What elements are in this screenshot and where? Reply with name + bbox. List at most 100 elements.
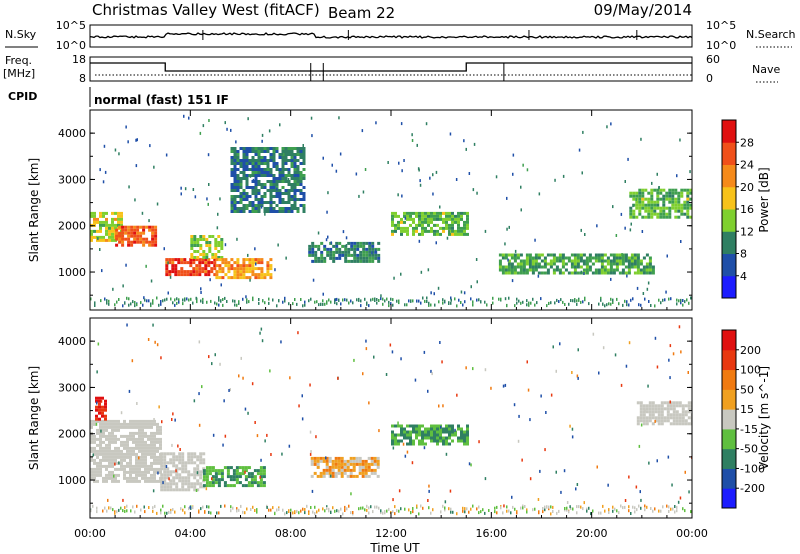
heatmap-cell [251, 168, 255, 171]
heatmap-cell [288, 302, 290, 306]
heatmap-cell [90, 458, 93, 462]
heatmap-cell [406, 303, 408, 307]
heatmap-cell [465, 147, 467, 151]
heatmap-cell [132, 470, 135, 474]
heatmap-cell [503, 504, 505, 508]
heatmap-cell [123, 473, 126, 477]
heatmap-cell [141, 473, 144, 477]
heatmap-cell [639, 401, 643, 405]
heatmap-cell [196, 471, 199, 475]
heatmap-cell [90, 229, 93, 233]
colorbar-tick-label: 15 [740, 403, 754, 416]
heatmap-cell [368, 506, 370, 510]
heatmap-cell [400, 430, 403, 434]
heatmap-cell [370, 505, 372, 509]
heatmap-cell [263, 174, 267, 177]
heatmap-cell [400, 232, 403, 236]
heatmap-cell [317, 247, 321, 251]
heatmap-cell [418, 211, 421, 215]
heatmap-cell [190, 247, 194, 250]
heatmap-cell [205, 469, 209, 473]
heatmap-cell [582, 262, 586, 266]
heatmap-cell [635, 194, 639, 198]
heatmap-cell [129, 449, 132, 453]
heatmap-cell [320, 241, 324, 245]
heatmap-cell [662, 298, 664, 302]
heatmap-cell [476, 191, 478, 195]
heatmap-cell [101, 408, 104, 412]
heatmap-cell [111, 449, 114, 453]
heatmap-cell [350, 244, 354, 248]
heatmap-cell [359, 253, 363, 257]
heatmap-cell [242, 189, 246, 192]
heatmap-cell [406, 442, 409, 446]
heatmap-cell [96, 431, 99, 435]
heatmap-cell [93, 479, 96, 483]
heatmap-cell [681, 422, 685, 426]
heatmap-cell [290, 165, 294, 168]
heatmap-cell [138, 443, 141, 447]
heatmap-cell [391, 433, 394, 437]
heatmap-cell [278, 201, 282, 204]
heatmap-cell [659, 209, 663, 213]
heatmap-cell [462, 509, 464, 513]
heatmap-cell [316, 465, 320, 469]
heatmap-cell [284, 153, 288, 156]
heatmap-cell [299, 180, 303, 183]
heatmap-cell [275, 147, 279, 150]
heatmap-cell [678, 416, 682, 420]
heatmap-cell [150, 437, 153, 441]
heatmap-cell [272, 177, 276, 180]
heatmap-cell [665, 197, 669, 201]
heatmap-cell [430, 226, 433, 230]
heatmap-cell [644, 203, 648, 207]
heatmap-cell [576, 256, 580, 260]
heatmap-cell [647, 209, 651, 213]
heatmap-cell [397, 442, 400, 446]
heatmap-cell [236, 210, 240, 213]
heatmap-cell [293, 204, 297, 207]
heatmap-cell [275, 195, 279, 198]
heatmap-cell [296, 509, 298, 513]
heatmap-cell [190, 458, 194, 462]
heatmap-cell [229, 478, 233, 482]
heatmap-cell [679, 138, 681, 142]
heatmap-cell [129, 476, 132, 480]
heatmap-cell [233, 210, 237, 213]
heatmap-cell [126, 479, 129, 483]
heatmap-cell [217, 241, 221, 244]
heatmap-cell [245, 168, 249, 171]
heatmap-cell [507, 265, 511, 269]
heatmap-cell [159, 425, 162, 429]
heatmap-cell [674, 203, 678, 207]
heatmap-cell [204, 273, 208, 277]
colorbar-swatch [722, 120, 736, 143]
heatmap-cell [480, 510, 482, 514]
heatmap-cell [181, 461, 185, 465]
heatmap-cell [242, 162, 246, 165]
heatmap-cell [266, 207, 270, 210]
heatmap-cell [171, 418, 173, 421]
heatmap-cell [208, 481, 212, 485]
heatmap-cell [98, 402, 101, 406]
heatmap-cell [391, 436, 394, 440]
heatmap-cell [266, 189, 270, 192]
heatmap-cell [507, 268, 511, 272]
heatmap-cell [135, 455, 138, 459]
heatmap-cell [668, 505, 670, 509]
heatmap-cell [138, 479, 141, 483]
heatmap-cell [259, 481, 263, 485]
heatmap-cell [111, 470, 114, 474]
heatmap-cell [254, 171, 258, 174]
heatmap-cell [567, 271, 571, 275]
heatmap-cell [428, 301, 430, 305]
heatmap-cell [640, 498, 642, 502]
heatmap-cell [496, 511, 498, 515]
heatmap-cell [187, 461, 191, 465]
heatmap-cell [124, 228, 128, 232]
heatmap-cell [244, 466, 248, 470]
heatmap-cell [211, 469, 215, 473]
heatmap-cell [657, 422, 661, 426]
heatmap-cell [189, 505, 191, 509]
heatmap-cell [251, 189, 255, 192]
